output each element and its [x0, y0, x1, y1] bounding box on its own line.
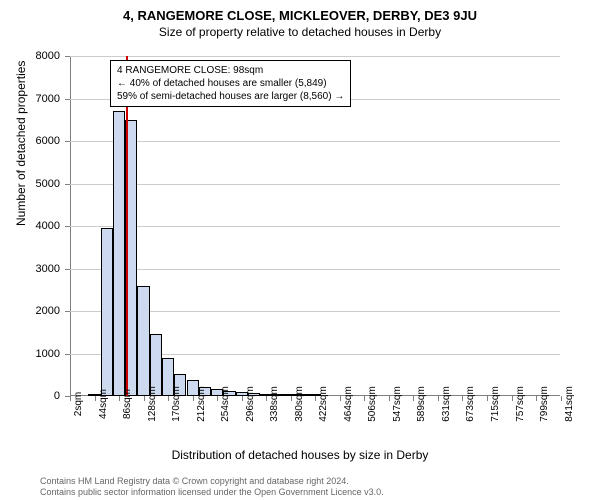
x-tick-mark — [536, 396, 537, 401]
y-tick-label: 4000 — [0, 220, 60, 232]
x-tick-mark — [364, 396, 365, 401]
x-tick-mark — [144, 396, 145, 401]
x-tick-label: 799sqm — [539, 386, 550, 422]
x-tick-mark — [462, 396, 463, 401]
x-tick-label: 212sqm — [196, 386, 207, 422]
gridline — [70, 141, 560, 142]
y-tick-mark — [65, 184, 70, 185]
chart-title: 4, RANGEMORE CLOSE, MICKLEOVER, DERBY, D… — [0, 0, 600, 23]
annotation-line3: 59% of semi-detached houses are larger (… — [117, 90, 344, 103]
x-tick-mark — [340, 396, 341, 401]
y-tick-label: 7000 — [0, 93, 60, 105]
x-tick-mark — [119, 396, 120, 401]
plot-area: 4 RANGEMORE CLOSE: 98sqm ← 40% of detach… — [70, 56, 560, 396]
x-tick-mark — [70, 396, 71, 401]
x-tick-label: 128sqm — [147, 386, 158, 422]
x-tick-label: 170sqm — [171, 386, 182, 422]
x-tick-mark — [291, 396, 292, 401]
y-tick-mark — [65, 354, 70, 355]
x-tick-mark — [389, 396, 390, 401]
y-tick-mark — [65, 226, 70, 227]
x-tick-label: 715sqm — [490, 386, 501, 422]
x-tick-label: 338sqm — [269, 386, 280, 422]
gridline — [70, 56, 560, 57]
x-tick-mark — [413, 396, 414, 401]
x-tick-label: 589sqm — [416, 386, 427, 422]
gridline — [70, 269, 560, 270]
x-tick-label: 422sqm — [318, 386, 329, 422]
x-tick-mark — [561, 396, 562, 401]
y-tick-label: 2000 — [0, 305, 60, 317]
gridline — [70, 226, 560, 227]
x-tick-mark — [95, 396, 96, 401]
footer-line1: Contains HM Land Registry data © Crown c… — [40, 476, 384, 487]
annotation-line1: 4 RANGEMORE CLOSE: 98sqm — [117, 64, 344, 77]
chart-subtitle: Size of property relative to detached ho… — [0, 23, 600, 39]
x-tick-label: 506sqm — [367, 386, 378, 422]
x-tick-label: 86sqm — [122, 389, 133, 419]
footer-line2: Contains public sector information licen… — [40, 487, 384, 498]
y-tick-mark — [65, 56, 70, 57]
y-tick-label: 3000 — [0, 263, 60, 275]
y-tick-label: 6000 — [0, 135, 60, 147]
x-tick-label: 44sqm — [98, 389, 109, 419]
x-tick-mark — [242, 396, 243, 401]
gridline — [70, 184, 560, 185]
y-tick-mark — [65, 269, 70, 270]
x-tick-label: 757sqm — [515, 386, 526, 422]
histogram-bar — [101, 228, 113, 396]
x-tick-label: 380sqm — [294, 386, 305, 422]
y-tick-label: 0 — [0, 390, 60, 402]
y-tick-label: 5000 — [0, 178, 60, 190]
y-tick-mark — [65, 99, 70, 100]
plot — [70, 56, 560, 396]
x-tick-label: 673sqm — [465, 386, 476, 422]
x-tick-mark — [168, 396, 169, 401]
x-tick-label: 254sqm — [220, 386, 231, 422]
y-tick-label: 8000 — [0, 50, 60, 62]
x-tick-label: 631sqm — [441, 386, 452, 422]
x-tick-mark — [438, 396, 439, 401]
y-tick-mark — [65, 141, 70, 142]
x-tick-mark — [193, 396, 194, 401]
y-tick-label: 1000 — [0, 348, 60, 360]
x-tick-label: 547sqm — [392, 386, 403, 422]
x-tick-mark — [512, 396, 513, 401]
annotation-line2: ← 40% of detached houses are smaller (5,… — [117, 77, 344, 90]
x-tick-label: 841sqm — [564, 386, 575, 422]
x-tick-mark — [266, 396, 267, 401]
x-tick-mark — [315, 396, 316, 401]
footer-attribution: Contains HM Land Registry data © Crown c… — [40, 476, 384, 498]
annotation-box: 4 RANGEMORE CLOSE: 98sqm ← 40% of detach… — [110, 60, 351, 107]
y-tick-mark — [65, 311, 70, 312]
marker-line — [126, 56, 128, 396]
x-tick-label: 464sqm — [343, 386, 354, 422]
x-tick-mark — [487, 396, 488, 401]
x-tick-label: 296sqm — [245, 386, 256, 422]
x-tick-label: 2sqm — [73, 392, 84, 416]
x-tick-mark — [217, 396, 218, 401]
histogram-bar — [113, 111, 125, 396]
x-axis-label: Distribution of detached houses by size … — [0, 448, 600, 462]
chart-container: 4, RANGEMORE CLOSE, MICKLEOVER, DERBY, D… — [0, 0, 600, 500]
histogram-bar — [137, 286, 149, 397]
